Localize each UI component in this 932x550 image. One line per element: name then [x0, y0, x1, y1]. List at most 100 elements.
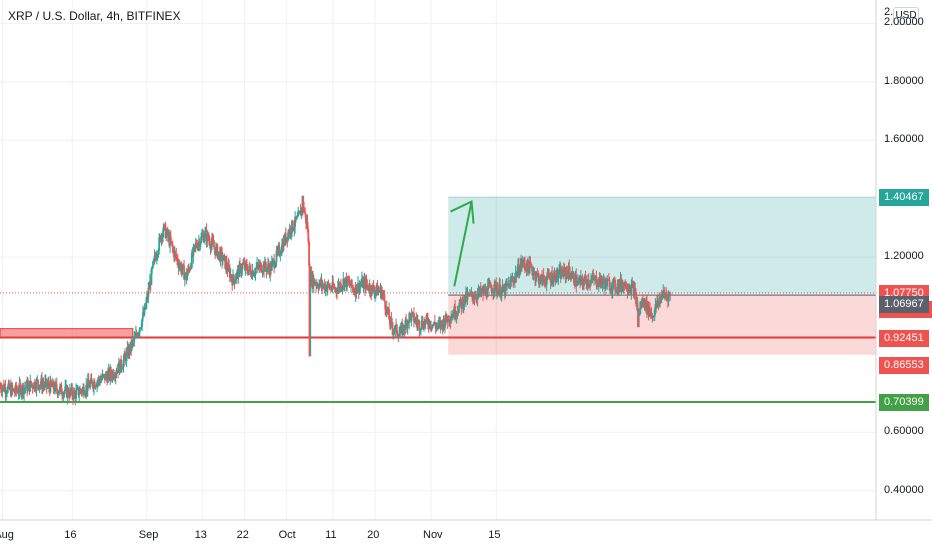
- candle: [275, 245, 278, 267]
- candle: [308, 238, 310, 357]
- candle-body: [180, 269, 183, 272]
- candle-body: [371, 285, 373, 295]
- candle-body: [517, 264, 520, 276]
- candle: [374, 289, 377, 299]
- candle-body: [211, 238, 214, 242]
- candle-body: [52, 381, 55, 390]
- time-tick-label: 13: [194, 529, 207, 541]
- candle-body: [68, 389, 71, 398]
- candle: [427, 312, 429, 330]
- candle: [539, 275, 542, 285]
- time-tick-label: Aug: [0, 529, 14, 541]
- candle: [546, 267, 549, 281]
- candle-body: [583, 281, 585, 286]
- candle-body: [245, 262, 248, 265]
- candle-body: [101, 374, 104, 379]
- candle: [287, 229, 290, 242]
- candle-body: [326, 287, 328, 292]
- candle-body: [158, 237, 161, 251]
- candle-body: [246, 264, 248, 271]
- candle-body: [669, 293, 672, 296]
- candle-body: [435, 326, 438, 329]
- candle-body: [326, 283, 329, 288]
- candle-body: [143, 307, 146, 315]
- stop-price-tag: 0.86553: [879, 356, 929, 374]
- candle-body: [1, 387, 4, 392]
- candle-body: [650, 314, 653, 317]
- currency-unit-button[interactable]: USD: [893, 7, 919, 25]
- candle: [329, 285, 332, 292]
- candle: [544, 276, 547, 289]
- candle-body: [204, 230, 206, 238]
- candle-body: [91, 381, 94, 387]
- candle: [575, 268, 578, 293]
- candle-body: [156, 254, 159, 257]
- candle: [239, 263, 242, 277]
- candle: [625, 281, 627, 290]
- candle-body: [590, 278, 593, 280]
- candle-body: [615, 290, 618, 292]
- candle: [358, 280, 361, 295]
- candle: [150, 267, 153, 286]
- candle: [347, 276, 349, 283]
- price-tick-label: 0.40000: [884, 483, 924, 496]
- candle-body: [306, 221, 309, 230]
- candle: [72, 387, 75, 403]
- candle: [388, 302, 390, 320]
- candle-body: [13, 392, 16, 394]
- candle-body: [139, 327, 142, 329]
- price-tick-label: 1.80000: [884, 74, 924, 87]
- candle: [447, 314, 450, 328]
- candle-body: [440, 320, 443, 324]
- candle: [273, 253, 276, 274]
- candle-body: [641, 299, 644, 308]
- candle-body: [457, 312, 460, 314]
- candle-body: [223, 255, 226, 257]
- candle-body: [437, 322, 440, 324]
- candle-body: [420, 328, 422, 331]
- candle: [214, 242, 217, 257]
- candle-body: [662, 290, 665, 296]
- candle-body: [410, 313, 413, 321]
- candle: [343, 279, 346, 292]
- candle: [499, 278, 502, 299]
- candle-body: [416, 321, 419, 325]
- candle: [228, 259, 230, 271]
- candle-body: [335, 288, 338, 292]
- time-tick-label: Sep: [138, 529, 159, 541]
- candle: [38, 385, 41, 394]
- candle-body: [495, 283, 498, 293]
- candle-body: [565, 271, 568, 277]
- candle: [131, 339, 133, 352]
- candle-body: [459, 299, 462, 303]
- candle: [124, 348, 126, 356]
- candle-body: [110, 369, 112, 376]
- candle-body: [552, 281, 554, 284]
- candle-body: [458, 305, 460, 313]
- candle-body: [597, 285, 599, 287]
- candle: [418, 319, 421, 337]
- candle-body: [115, 372, 118, 374]
- candle-body: [371, 285, 374, 287]
- candle: [593, 275, 596, 281]
- candle-body: [479, 287, 482, 294]
- candle-body: [450, 317, 453, 322]
- candle-body: [552, 275, 555, 282]
- candle-body: [531, 265, 533, 272]
- candle: [143, 303, 146, 317]
- candle-body: [4, 386, 7, 394]
- candle-body: [114, 377, 116, 379]
- candle-body: [58, 391, 60, 393]
- candle-body: [201, 235, 203, 237]
- candle-body: [571, 273, 574, 278]
- candle-body: [547, 272, 550, 274]
- candle-body: [125, 351, 128, 362]
- candle-body: [46, 385, 49, 387]
- candle-body: [176, 259, 179, 265]
- candle-body: [609, 290, 612, 292]
- candle-body: [538, 282, 541, 285]
- candle: [270, 255, 273, 272]
- candle: [211, 233, 214, 244]
- candle-body: [180, 264, 182, 272]
